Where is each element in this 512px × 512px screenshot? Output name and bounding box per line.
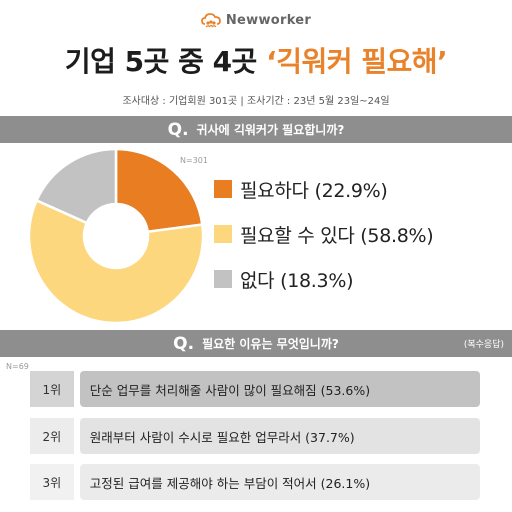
reason-row-1: 1위 단순 업무를 처리해줄 사람이 많이 필요해짐 (53.6%) [30, 371, 480, 407]
question-1-text: 귀사에 긱워커가 필요합니까? [196, 123, 345, 137]
legend-label-maybe: 필요할 수 있다 (58.8%) [240, 224, 434, 247]
question-2-sample-size: N=69 [6, 362, 29, 371]
legend-item-need: 필요하다 (22.9%) [214, 176, 433, 202]
legend-swatch-maybe [214, 225, 232, 243]
donut-chart [28, 150, 204, 322]
page-title: 기업 5곳 중 4곳 ‘긱워커 필요해’ [0, 40, 512, 80]
rank-1: 1위 [30, 371, 74, 407]
rank-3: 3위 [30, 464, 74, 500]
legend-item-none: 없다 (18.3%) [214, 266, 433, 292]
donut-slice-none [34, 150, 118, 225]
question-2-text: 필요한 이유는 무엇입니까? [202, 337, 339, 351]
legend-swatch-need [214, 180, 232, 198]
rank-2: 2위 [30, 418, 74, 454]
legend-item-maybe: 필요할 수 있다 (58.8%) [214, 221, 434, 247]
legend-label-none: 없다 (18.3%) [240, 269, 354, 292]
question-1-letter: Q. [167, 119, 189, 140]
legend-swatch-none [214, 270, 232, 288]
multiple-response-note: (복수응답) [463, 340, 504, 350]
survey-info: 조사대상 : 기업회원 301곳 | 조사기간 : 23년 5월 23일~24일 [122, 96, 390, 107]
cloud-people-logo-icon [200, 13, 221, 28]
donut-legend: 필요하다 (22.9%) 필요할 수 있다 (58.8%) 없다 (18.3%) [214, 176, 434, 311]
title-main: 기업 5곳 중 4곳 [64, 45, 258, 78]
reason-2: 원래부터 사람이 수시로 필요한 업무라서 (37.7%) [79, 418, 480, 454]
question-1-sample-size: N=301 [180, 156, 208, 165]
donut-slice-need [114, 150, 204, 234]
question-2-bar: Q. 필요한 이유는 무엇입니까? [0, 330, 512, 357]
brand-header: Newworker [0, 9, 512, 31]
reason-1: 단순 업무를 처리해줄 사람이 많이 필요해짐 (53.6%) [79, 371, 480, 407]
brand-name: Newworker [225, 12, 312, 28]
legend-label-need: 필요하다 (22.9%) [240, 179, 388, 202]
reason-row-3: 3위 고정된 급여를 제공해야 하는 부담이 적어서 (26.1%) [30, 464, 480, 500]
question-1-bar: Q. 귀사에 긱워커가 필요합니까? [0, 116, 512, 143]
title-accent: ‘긱워커 필요해’ [266, 45, 448, 78]
question-2-letter: Q. [173, 333, 195, 354]
reason-3: 고정된 급여를 제공해야 하는 부담이 적어서 (26.1%) [79, 464, 480, 500]
reason-row-2: 2위 원래부터 사람이 수시로 필요한 업무라서 (37.7%) [30, 418, 480, 454]
donut-slice-maybe [28, 198, 204, 322]
